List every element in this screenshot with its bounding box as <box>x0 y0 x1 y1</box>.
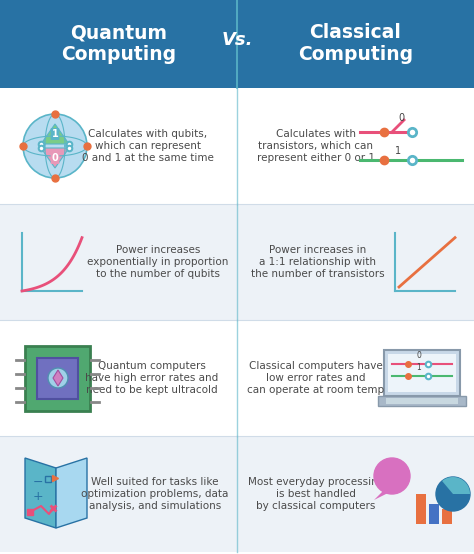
Text: 0: 0 <box>398 113 404 123</box>
Text: −: − <box>33 476 44 489</box>
Text: Power increases in
a 1:1 relationship with
the number of transistors: Power increases in a 1:1 relationship wi… <box>251 245 385 279</box>
Text: Calculates with
transistors, which can
represent either 0 or 1: Calculates with transistors, which can r… <box>257 130 375 163</box>
Polygon shape <box>442 477 470 494</box>
FancyBboxPatch shape <box>237 436 474 552</box>
Polygon shape <box>41 148 69 168</box>
FancyBboxPatch shape <box>416 494 426 524</box>
Text: Classical
Computing: Classical Computing <box>298 23 413 64</box>
Text: Quantum
Computing: Quantum Computing <box>61 23 176 64</box>
FancyBboxPatch shape <box>388 354 456 392</box>
Circle shape <box>48 368 68 388</box>
FancyBboxPatch shape <box>0 0 474 88</box>
Circle shape <box>23 114 87 178</box>
Text: Calculates with qubits,
which can represent
0 and 1 at the same time: Calculates with qubits, which can repres… <box>82 130 214 163</box>
Text: 0: 0 <box>52 153 58 163</box>
FancyBboxPatch shape <box>386 398 458 404</box>
FancyBboxPatch shape <box>237 88 474 204</box>
Circle shape <box>436 477 470 511</box>
FancyBboxPatch shape <box>442 509 452 524</box>
FancyBboxPatch shape <box>0 88 237 204</box>
Circle shape <box>374 458 410 494</box>
Polygon shape <box>53 370 63 386</box>
Text: Well suited for tasks like
optimization problems, data
analysis, and simulations: Well suited for tasks like optimization … <box>82 478 228 511</box>
Text: Classical computers have
low error rates and
can operate at room temp: Classical computers have low error rates… <box>247 361 384 394</box>
FancyBboxPatch shape <box>384 350 460 396</box>
Polygon shape <box>25 458 56 528</box>
FancyBboxPatch shape <box>237 204 474 320</box>
FancyBboxPatch shape <box>237 320 474 436</box>
Text: 0: 0 <box>417 351 421 361</box>
Text: 1: 1 <box>395 146 401 156</box>
FancyBboxPatch shape <box>378 396 466 406</box>
Text: Most everyday processing
is best handled
by classical computers: Most everyday processing is best handled… <box>248 478 384 511</box>
Text: Vs.: Vs. <box>221 31 253 49</box>
Polygon shape <box>41 124 69 144</box>
FancyBboxPatch shape <box>429 504 439 524</box>
Polygon shape <box>56 458 87 528</box>
Polygon shape <box>374 490 394 500</box>
Text: Quantum computers
have high error rates and
need to be kept ultracold: Quantum computers have high error rates … <box>85 361 219 394</box>
FancyBboxPatch shape <box>0 436 237 552</box>
Text: 1: 1 <box>417 363 421 372</box>
Text: +: + <box>33 490 44 503</box>
Text: Power increases
exponentially in proportion
to the number of qubits: Power increases exponentially in proport… <box>87 245 228 279</box>
Text: 1: 1 <box>52 129 58 139</box>
FancyBboxPatch shape <box>26 346 91 411</box>
FancyBboxPatch shape <box>37 357 79 398</box>
FancyBboxPatch shape <box>0 204 237 320</box>
FancyBboxPatch shape <box>0 320 237 436</box>
